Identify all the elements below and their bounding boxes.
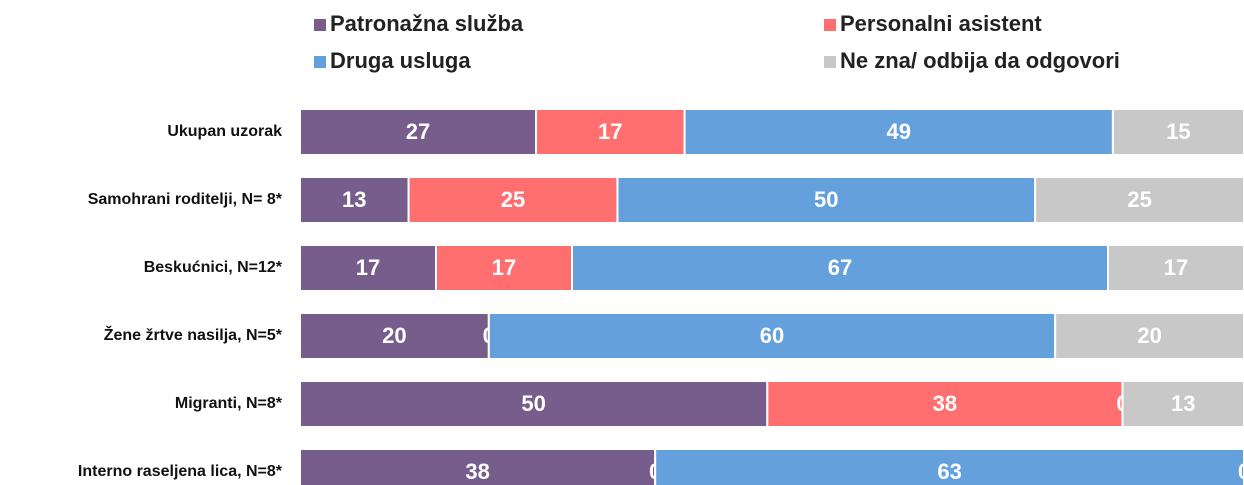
value-label: 15 <box>1166 119 1190 144</box>
value-label: 67 <box>828 255 852 280</box>
value-label: 25 <box>501 187 525 212</box>
legend-label: Patronažna služba <box>330 11 524 36</box>
value-label: 50 <box>814 187 838 212</box>
value-label: 25 <box>1127 187 1151 212</box>
legend-label: Ne zna/ odbija da odgovori <box>840 48 1120 73</box>
category-label: Samohrani roditelji, N= 8* <box>88 191 283 208</box>
value-label: 13 <box>342 187 366 212</box>
bar-segment <box>683 108 1114 156</box>
bar-segment <box>766 380 1124 428</box>
bar-segment <box>299 380 769 428</box>
value-label: 17 <box>598 119 622 144</box>
bar-segment <box>487 312 1057 360</box>
bar-segment <box>571 244 1109 292</box>
value-label: 49 <box>886 119 910 144</box>
legend-swatch <box>824 19 836 31</box>
bar-segment <box>654 448 1244 485</box>
legend-swatch <box>824 56 836 68</box>
category-label: Interno raseljena lica, N=8* <box>78 463 283 480</box>
value-label: 0 <box>1238 459 1244 484</box>
value-label: 17 <box>492 255 516 280</box>
legend-label: Druga usluga <box>330 48 471 73</box>
bar-segment <box>1111 108 1244 156</box>
category-label: Ukupan uzorak <box>167 123 282 140</box>
value-label: 38 <box>933 391 957 416</box>
category-label: Žene žrtve nasilja, N=5* <box>104 325 283 344</box>
value-label: 63 <box>937 459 961 484</box>
value-label: 50 <box>521 391 545 416</box>
bar-segment <box>299 108 537 156</box>
category-label: Migranti, N=8* <box>175 395 283 412</box>
legend-label: Personalni asistent <box>840 11 1042 36</box>
value-label: 27 <box>406 119 430 144</box>
legend-swatch <box>314 19 326 31</box>
value-label: 13 <box>1171 391 1195 416</box>
category-label: Beskućnici, N=12* <box>144 259 283 276</box>
bar-segment <box>535 108 686 156</box>
bar-segment <box>1054 312 1244 360</box>
value-label: 38 <box>465 459 489 484</box>
bar-segment <box>1121 380 1244 428</box>
value-label: 20 <box>1137 323 1161 348</box>
value-label: 20 <box>382 323 406 348</box>
bar-segment <box>616 176 1037 224</box>
value-label: 17 <box>356 255 380 280</box>
legend-swatch <box>314 56 326 68</box>
bar-segment <box>299 312 490 360</box>
value-label: 17 <box>1164 255 1188 280</box>
bar-segment <box>1107 244 1244 292</box>
bar-segment <box>299 176 410 224</box>
value-label: 60 <box>760 323 784 348</box>
